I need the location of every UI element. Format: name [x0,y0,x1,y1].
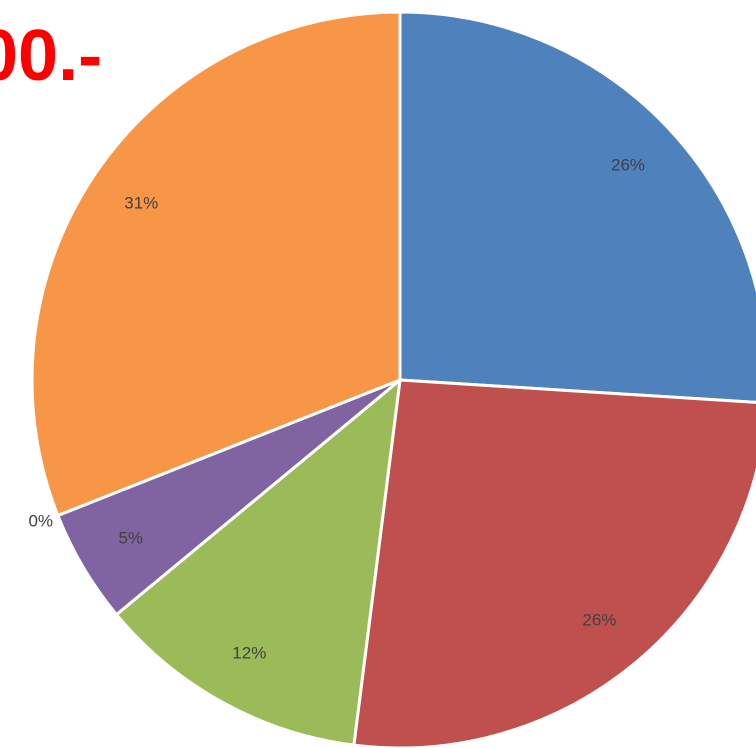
value-label: 31% [124,194,158,213]
value-label: 0% [28,512,53,531]
chart: 00.- 26% 26% 12% 5% 0% 31% [0,0,756,748]
value-label: 26% [582,611,616,630]
value-label: 12% [232,644,266,663]
pie [32,12,756,748]
value-label: 26% [611,155,645,174]
value-label: 5% [118,529,143,548]
pie-slice [354,380,756,748]
pie-slice [400,12,756,403]
annotation: 00.- [0,16,102,96]
page: {"chart_data": {"type": "pie", "annotati… [0,0,756,748]
